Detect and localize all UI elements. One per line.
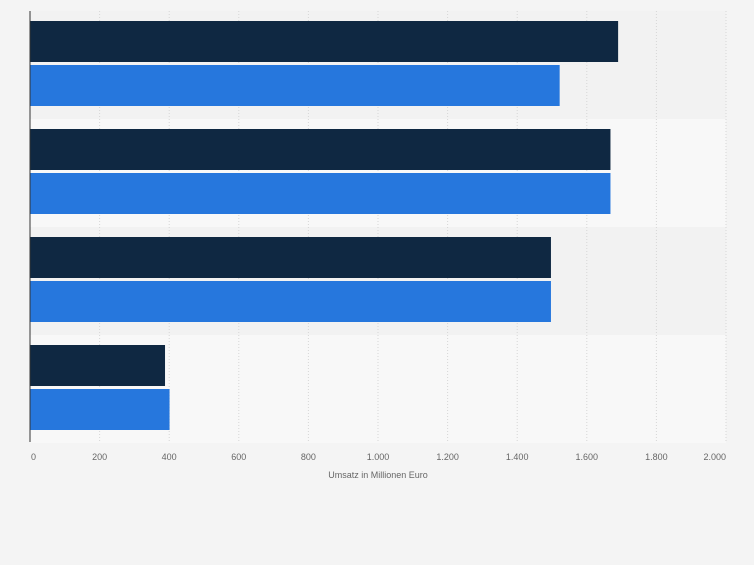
bar <box>30 237 551 278</box>
bar <box>30 389 170 430</box>
x-tick-label: 800 <box>301 452 316 462</box>
x-tick-label: 1.000 <box>367 452 390 462</box>
x-tick-label: 2.000 <box>703 452 726 462</box>
x-tick-label: 200 <box>92 452 107 462</box>
x-tick-label: 600 <box>231 452 246 462</box>
x-tick-label: 1.200 <box>436 452 459 462</box>
bar <box>30 21 619 62</box>
x-tick-label: 1.800 <box>645 452 668 462</box>
bar <box>30 281 551 322</box>
bar <box>30 345 166 386</box>
x-axis-label: Umsatz in Millionen Euro <box>328 470 428 480</box>
bar <box>30 173 611 214</box>
x-tick-label: 0 <box>31 452 36 462</box>
bars <box>30 21 619 430</box>
x-tick-label: 1.600 <box>576 452 599 462</box>
bar <box>30 65 560 106</box>
x-tick-labels: 0 200 400 600 800 1.000 1.200 1.400 1.600 1.800 2.… <box>31 452 726 462</box>
x-tick-label: 400 <box>162 452 177 462</box>
x-tick-label: 1.400 <box>506 452 529 462</box>
bar <box>30 129 611 170</box>
